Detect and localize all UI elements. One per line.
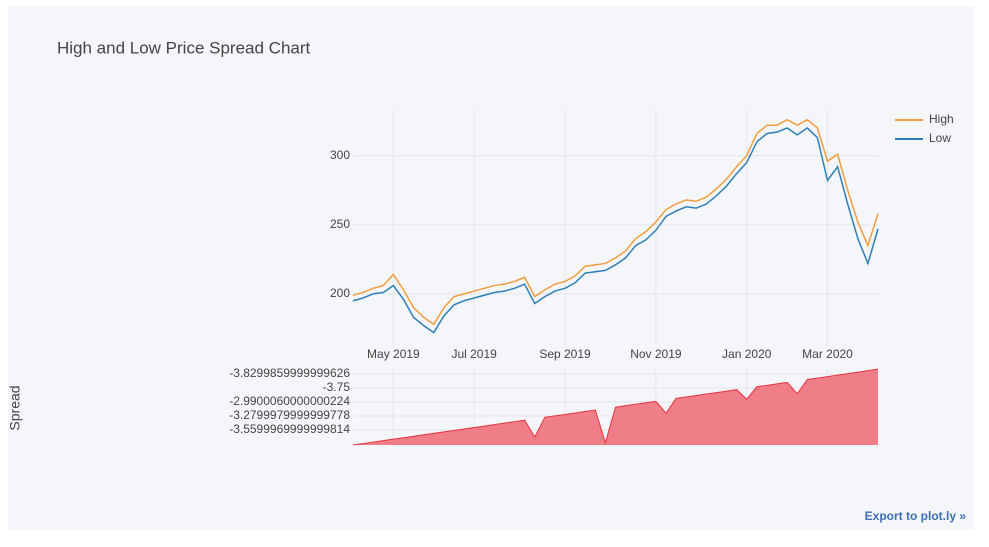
y-tick-label: 250 [330,217,350,231]
chart-title: High and Low Price Spread Chart [57,38,311,57]
y-tick-label: -2.9900060000000224 [229,394,350,408]
y-tick-label: -3.8299859999999626 [229,366,350,380]
y-tick-label: -3.75 [323,380,351,394]
y-axis-title: Spread [7,385,23,430]
x-tick-label: Sep 2019 [539,347,591,361]
y-tick-label: 300 [330,148,350,162]
line-series [352,127,879,334]
panel [8,6,974,530]
export-link[interactable]: Export to plot.ly » [865,509,967,523]
area-line [352,368,879,446]
area-fill [353,369,878,445]
x-tick-label: Nov 2019 [630,347,682,361]
legend-label: High [929,112,954,126]
legend-label: Low [929,131,951,145]
y-tick-label: 200 [330,286,350,300]
x-tick-label: May 2019 [367,347,420,361]
x-tick-label: Jul 2019 [451,347,497,361]
x-tick-label: Mar 2020 [802,347,853,361]
line-series [352,118,879,326]
y-tick-label: -3.2799979999999778 [229,408,350,422]
y-tick-label: -3.5599969999999814 [229,422,350,436]
x-tick-label: Jan 2020 [722,347,772,361]
